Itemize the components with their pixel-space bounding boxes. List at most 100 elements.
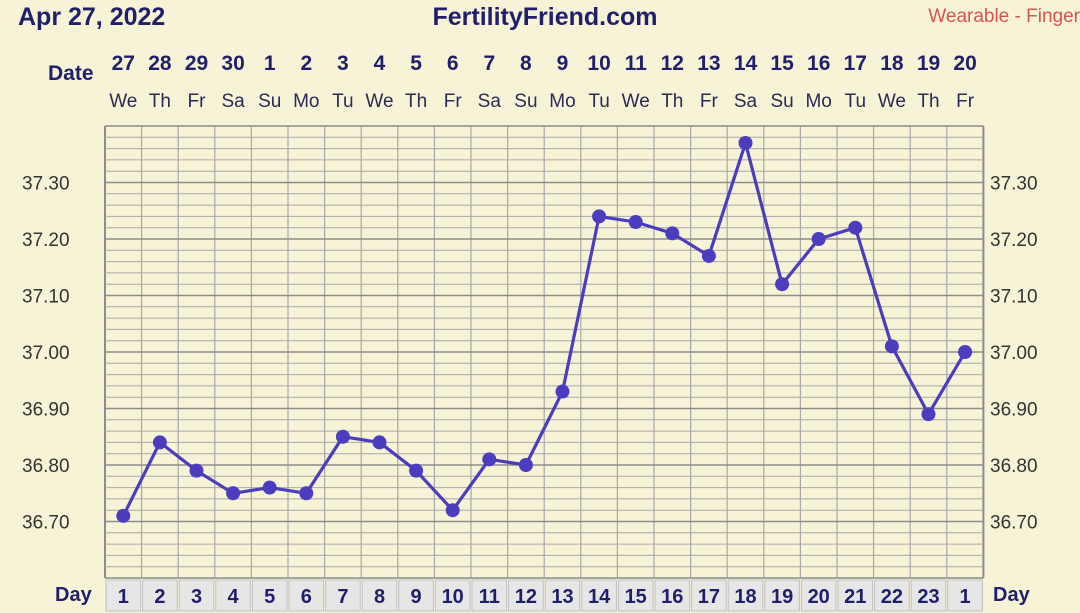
weekday-label: Tu	[332, 91, 353, 112]
date-label: 30	[221, 52, 244, 75]
weekday-label: Su	[258, 91, 281, 112]
temperature-point[interactable]	[518, 458, 533, 472]
day-cell	[215, 579, 251, 612]
y-tick-label-left: 36.90	[22, 400, 70, 421]
weekday-label: Mo	[805, 91, 831, 112]
cycle-day-label: 16	[661, 586, 683, 608]
day-cell	[581, 579, 617, 612]
day-cell	[947, 579, 983, 612]
temperature-point[interactable]	[226, 486, 241, 501]
cycle-day-label: 4	[228, 586, 240, 608]
date-label: 5	[410, 52, 422, 75]
y-tick-label-right: 37.20	[990, 230, 1038, 251]
chart-date: Apr 27, 2022	[18, 3, 165, 31]
day-cell	[471, 579, 508, 612]
y-tick-label-left: 37.30	[22, 174, 70, 195]
temperature-point[interactable]	[445, 503, 460, 518]
weekday-label: Su	[514, 91, 537, 112]
day-cell	[800, 579, 837, 612]
day-cell	[654, 579, 691, 612]
temperature-point[interactable]	[738, 135, 753, 150]
temperature-point[interactable]	[116, 508, 131, 523]
temperature-point[interactable]	[811, 232, 826, 246]
day-cell	[617, 579, 654, 612]
day-cell	[837, 579, 874, 612]
weekday-label: Th	[149, 91, 171, 112]
date-label: 7	[483, 52, 495, 75]
temperature-point[interactable]	[701, 248, 716, 263]
temperature-point[interactable]	[555, 384, 570, 399]
date-label: 19	[917, 52, 940, 75]
y-tick-label-left: 37.20	[22, 230, 70, 251]
day-cell	[764, 579, 800, 612]
day-row-label-right: Day	[993, 584, 1031, 606]
temperature-point[interactable]	[482, 452, 497, 467]
date-label: 3	[337, 52, 349, 75]
temperature-point[interactable]	[628, 215, 643, 230]
day-cell	[178, 579, 215, 612]
temperature-point[interactable]	[884, 339, 899, 354]
cycle-day-label: 11	[479, 586, 500, 608]
temperature-point[interactable]	[775, 277, 790, 292]
site-name: FertilityFriend.com	[432, 3, 657, 31]
temperature-point[interactable]	[262, 480, 277, 495]
temperature-point[interactable]	[189, 463, 204, 478]
cycle-day-label: 12	[515, 586, 537, 608]
weekday-label: Sa	[478, 91, 502, 112]
date-label: 11	[625, 52, 648, 75]
temperature-point[interactable]	[592, 209, 607, 224]
temperature-point[interactable]	[665, 226, 680, 241]
temperature-point[interactable]	[372, 435, 387, 450]
date-label: 6	[447, 52, 459, 75]
temperature-point[interactable]	[152, 435, 167, 450]
y-tick-label-right: 37.00	[990, 343, 1038, 364]
y-tick-label-right: 37.10	[990, 287, 1038, 308]
day-cell	[727, 579, 764, 612]
temperature-point[interactable]	[848, 220, 863, 235]
y-tick-label-left: 37.10	[22, 287, 70, 308]
cycle-day-label: 10	[442, 586, 464, 608]
weekday-label: Th	[405, 91, 427, 112]
cycle-day-label: 17	[698, 586, 720, 608]
weekday-label: Tu	[588, 91, 609, 112]
weekday-label: Fr	[700, 91, 719, 112]
y-tick-label-right: 36.70	[990, 513, 1038, 534]
weekday-label: Sa	[221, 91, 245, 112]
temperature-point[interactable]	[409, 463, 424, 478]
weekday-label: We	[878, 91, 906, 112]
temperature-point[interactable]	[299, 486, 314, 501]
cycle-day-label: 20	[808, 586, 830, 608]
day-cell	[288, 579, 325, 612]
y-tick-label-left: 36.70	[22, 513, 70, 534]
weekday-label: Th	[917, 91, 939, 112]
temperature-point[interactable]	[921, 407, 936, 422]
day-cell	[508, 579, 544, 612]
cycle-day-label: 15	[625, 586, 647, 608]
source-label: Wearable - Finger	[928, 6, 1080, 27]
weekday-label: Mo	[293, 91, 319, 112]
day-cell	[691, 579, 727, 612]
weekday-label: Fr	[956, 91, 975, 112]
temperature-point[interactable]	[335, 429, 350, 444]
cycle-day-label: 3	[191, 586, 202, 608]
date-label: 20	[953, 52, 976, 75]
date-label: 8	[520, 52, 532, 75]
temperature-point[interactable]	[958, 345, 973, 359]
weekday-label: Th	[661, 91, 683, 112]
cycle-day-label: 18	[734, 586, 756, 608]
date-label: 4	[374, 52, 386, 75]
weekday-label: We	[622, 91, 650, 112]
y-tick-label-left: 37.00	[22, 343, 70, 364]
cycle-day-label: 14	[588, 586, 611, 608]
date-label: 17	[844, 52, 867, 75]
date-label: 28	[148, 52, 172, 75]
day-cell	[361, 579, 398, 612]
cycle-day-label: 13	[551, 586, 573, 608]
day-cell	[142, 579, 178, 612]
cycle-day-label: 21	[844, 586, 866, 608]
weekday-label: Fr	[444, 91, 463, 112]
weekday-label: Mo	[549, 91, 575, 112]
date-label: 16	[807, 52, 830, 75]
y-tick-label-right: 36.90	[990, 400, 1038, 421]
